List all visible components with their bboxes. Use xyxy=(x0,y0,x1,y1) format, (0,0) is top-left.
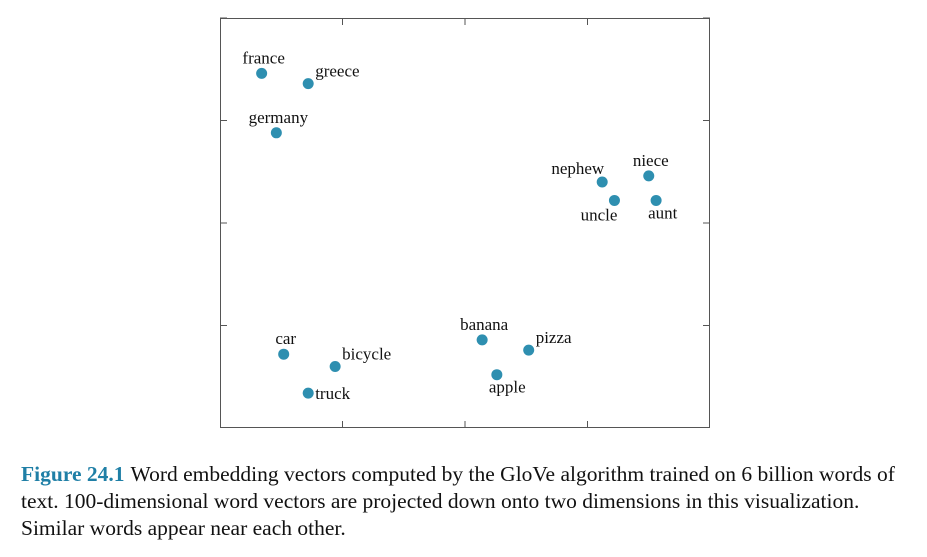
point-label-car: car xyxy=(275,329,296,348)
data-point-bicycle xyxy=(329,361,341,372)
data-point-niece xyxy=(643,170,655,182)
point-label-bicycle: bicycle xyxy=(342,345,391,364)
point-label-greece: greece xyxy=(315,62,359,81)
data-point-car xyxy=(278,348,290,360)
plot-frame xyxy=(220,18,710,428)
data-point-pizza xyxy=(523,344,535,356)
data-point-uncle xyxy=(608,194,620,206)
point-label-nephew: nephew xyxy=(551,159,605,178)
plot-svg: france greece germany nephew niece uncle aunt b… xyxy=(220,17,710,428)
point-label-pizza: pizza xyxy=(536,328,572,347)
data-point-greece xyxy=(302,78,314,90)
data-point-germany xyxy=(270,127,282,139)
figure-caption: Figure 24.1 Word embedding vectors comput… xyxy=(21,461,911,542)
point-label-germany: germany xyxy=(249,108,309,127)
point-label-aunt: aunt xyxy=(648,203,678,222)
data-point-apple xyxy=(491,369,503,381)
point-label-banana: banana xyxy=(460,315,509,334)
caption-text: Word embedding vectors computed by the G… xyxy=(21,462,895,540)
data-point-france xyxy=(256,67,268,79)
point-label-truck: truck xyxy=(315,384,350,403)
data-point-nephew xyxy=(596,176,608,188)
data-point-banana xyxy=(476,334,488,346)
point-label-france: france xyxy=(242,48,284,67)
scatter-plot: france greece germany nephew niece uncle aunt b… xyxy=(220,17,710,428)
point-label-niece: niece xyxy=(633,151,669,170)
point-label-uncle: uncle xyxy=(581,205,618,224)
caption-label: Figure 24.1 xyxy=(21,462,125,486)
point-label-apple: apple xyxy=(489,378,526,397)
data-point-truck xyxy=(302,387,314,399)
data-point-aunt xyxy=(650,194,662,206)
